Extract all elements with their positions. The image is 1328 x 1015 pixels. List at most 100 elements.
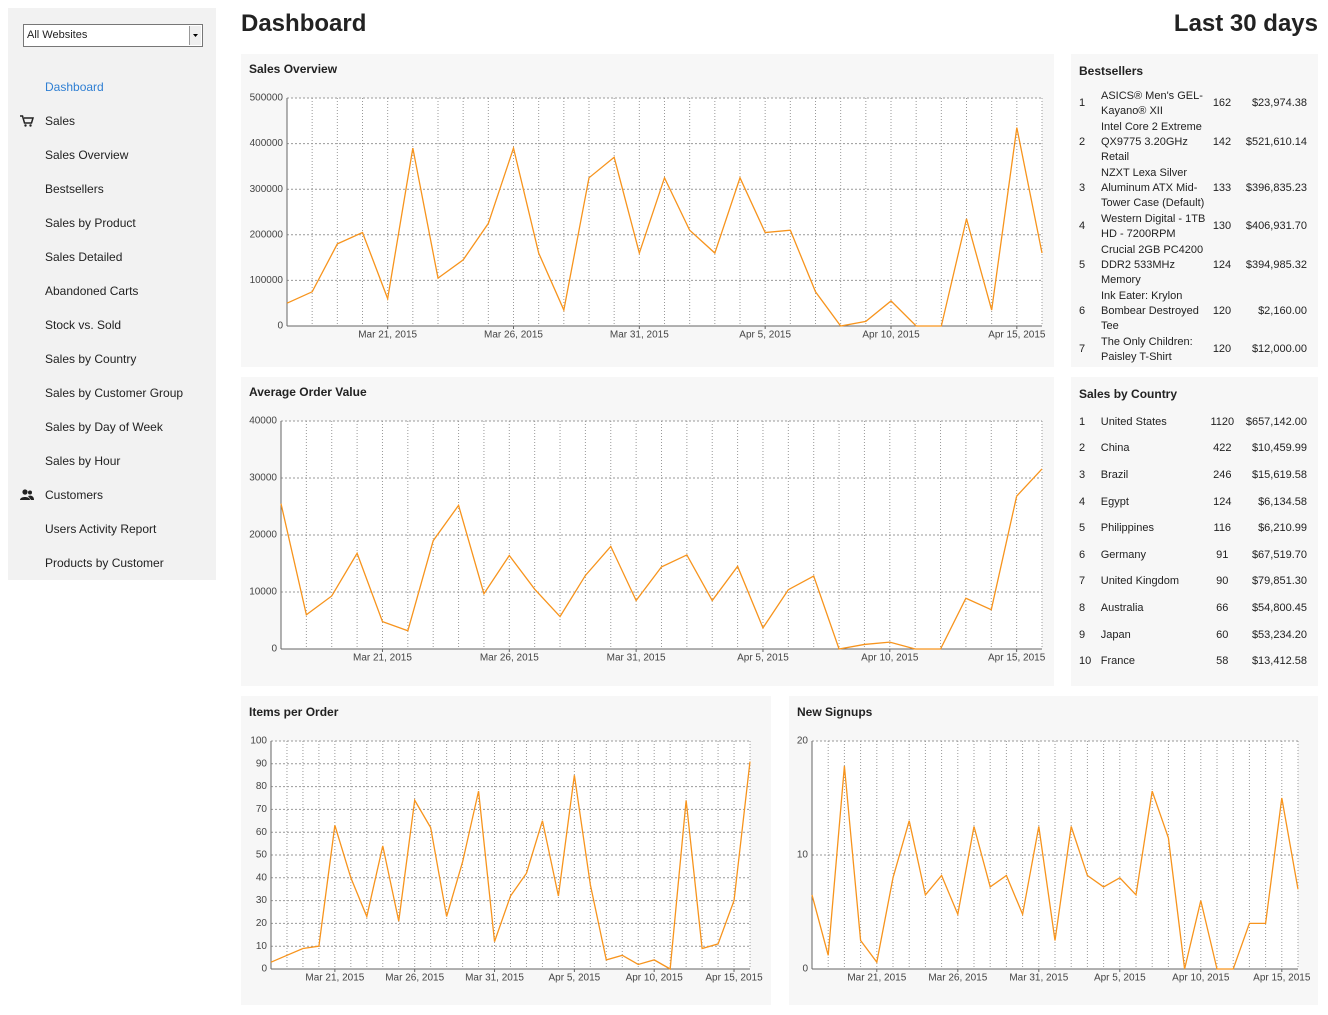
- data-line: [270, 761, 751, 971]
- y-tick-label: 20000: [249, 530, 277, 541]
- x-tick-label: Apr 15, 2015: [988, 330, 1046, 341]
- x-tick-label: Apr 15, 2015: [988, 653, 1046, 664]
- y-tick-label: 70: [256, 804, 268, 815]
- table-cell: $6,134.58: [1258, 495, 1307, 508]
- table-row: 9 Japan 60 $53,234.20: [1079, 622, 1307, 649]
- nav-item[interactable]: Sales by Customer Group: [45, 386, 184, 400]
- table-row: 5 Crucial 2GB PC4200 DDR2 533MHz Memory 12…: [1079, 242, 1307, 288]
- y-tick-label: 0: [261, 964, 267, 975]
- sidebar: All Websites Dashboard Sales Sales Overvi…: [8, 8, 216, 580]
- table-cell: $67,519.70: [1251, 548, 1307, 561]
- table-row: 1 ASICS® Men's GEL-Kayano® XII 162 $23,974.…: [1079, 88, 1307, 119]
- table-row: 1 United States 1120 $657,142.00: [1079, 409, 1307, 436]
- table-cell: 91: [1216, 548, 1229, 561]
- table-row: 3 NZXT Lexa Silver Aluminum ATX Mid-Tower…: [1079, 165, 1307, 211]
- data-line: [280, 468, 1043, 650]
- table-cell: $15,619.58: [1251, 468, 1307, 481]
- chart-title: Items per Order: [249, 705, 339, 719]
- table-cell: 5: [1079, 522, 1086, 535]
- nav-item[interactable]: Sales Detailed: [45, 250, 123, 264]
- table-row: 2 China 422 $10,459.99: [1079, 436, 1307, 463]
- y-tick-label: 200000: [250, 229, 284, 240]
- table-cell: 1120: [1210, 415, 1235, 428]
- section-icon: [20, 115, 34, 127]
- table-cell: 120: [1212, 343, 1232, 355]
- nav-item[interactable]: Sales by Day of Week: [45, 420, 163, 434]
- nav-section[interactable]: Sales: [8, 104, 216, 138]
- chart-title: Average Order Value: [249, 385, 367, 399]
- table-cell: 66: [1216, 601, 1229, 614]
- panel-title: Bestsellers: [1079, 64, 1144, 78]
- nav-item[interactable]: Stock vs. Sold: [45, 318, 122, 332]
- table-cell: 90: [1216, 575, 1229, 588]
- table-cell: Crucial 2GB PC4200 DDR2 533MHz Memory: [1101, 243, 1204, 286]
- table-cell: Egypt: [1100, 495, 1129, 508]
- y-tick-label: 10: [256, 941, 268, 952]
- table-cell: 4: [1079, 220, 1086, 232]
- table-cell: $521,610.14: [1245, 135, 1307, 148]
- page-title: Dashboard: [241, 10, 367, 37]
- panel-title: Sales by Country: [1079, 387, 1178, 401]
- x-tick-label: Apr 15, 2015: [705, 973, 763, 984]
- data-line: [811, 766, 1299, 970]
- table-cell: 133: [1212, 181, 1232, 194]
- nav-item[interactable]: Sales Overview: [45, 148, 129, 162]
- x-tick-label: Apr 10, 2015: [861, 653, 919, 664]
- table-row: 8 Australia 66 $54,800.45: [1079, 595, 1307, 622]
- nav-section[interactable]: Customers: [8, 478, 216, 512]
- table-row: 10 France 58 $13,412.58: [1079, 648, 1307, 675]
- table-cell: The Only Children: Paisley T-Shirt: [1101, 335, 1193, 363]
- table-cell: 58: [1216, 655, 1229, 668]
- section-icon: [20, 489, 34, 500]
- nav-item[interactable]: Products by Customer: [45, 556, 164, 570]
- chart-title: Sales Overview: [249, 62, 338, 76]
- nav-item[interactable]: Sales by Hour: [45, 454, 121, 468]
- table-cell: United States: [1100, 415, 1167, 428]
- nav-item[interactable]: Users Activity Report: [45, 522, 157, 536]
- y-tick-label: 20: [797, 736, 809, 747]
- y-tick-label: 500000: [250, 93, 284, 104]
- y-tick-label: 60: [256, 827, 268, 838]
- table-cell: 6: [1079, 548, 1086, 561]
- nav-item[interactable]: Dashboard: [45, 80, 104, 94]
- table-cell: 5: [1079, 258, 1086, 271]
- table-cell: 60: [1216, 628, 1229, 641]
- y-tick-label: 50: [256, 850, 268, 861]
- table-cell: 162: [1212, 97, 1232, 109]
- nav-section-title: Customers: [45, 488, 104, 502]
- table-cell: 8: [1079, 601, 1086, 614]
- x-tick-label: Mar 31, 2015: [610, 330, 669, 341]
- table-cell: Western Digital - 1TB HD - 7200RPM: [1101, 212, 1206, 240]
- table-cell: France: [1100, 655, 1135, 668]
- table-cell: $394,985.32: [1245, 258, 1307, 271]
- website-select[interactable]: All Websites: [23, 24, 203, 47]
- table-cell: Philippines: [1100, 522, 1154, 535]
- table-cell: $2,160.00: [1258, 304, 1307, 317]
- table-cell: $396,835.23: [1245, 181, 1307, 194]
- table-cell: $10,459.99: [1251, 442, 1307, 455]
- table-cell: Brazil: [1100, 468, 1129, 481]
- table-cell: 120: [1212, 304, 1232, 317]
- x-tick-label: Mar 31, 2015: [465, 973, 524, 984]
- nav-item[interactable]: Abandoned Carts: [45, 284, 139, 298]
- nav: Dashboard Sales Sales Overview Bestsellers…: [8, 70, 216, 580]
- y-tick-label: 400000: [250, 138, 284, 149]
- nav-item[interactable]: Sales by Country: [45, 352, 137, 366]
- header-period: Last 30 days: [1174, 10, 1318, 38]
- chart-title: New Signups: [797, 705, 873, 719]
- table-cell: $13,412.58: [1251, 655, 1307, 668]
- x-tick-label: Apr 5, 2015: [549, 973, 601, 984]
- table-row: 2 Intel Core 2 Extreme QX9775 3.20GHz Ret…: [1079, 119, 1307, 165]
- table-cell: $12,000.00: [1251, 343, 1307, 355]
- table-cell: 1: [1079, 415, 1086, 428]
- nav-item[interactable]: Sales by Product: [45, 216, 136, 230]
- y-tick-label: 0: [271, 644, 277, 655]
- nav-item[interactable]: Bestsellers: [45, 182, 104, 196]
- y-tick-label: 10000: [249, 587, 277, 598]
- x-tick-label: Mar 21, 2015: [358, 330, 417, 341]
- table-row: 3 Brazil 246 $15,619.58: [1079, 462, 1307, 489]
- country-panel: Sales by Country 1 United States 1120 $657,…: [1071, 377, 1318, 686]
- table-cell: 6: [1079, 304, 1086, 317]
